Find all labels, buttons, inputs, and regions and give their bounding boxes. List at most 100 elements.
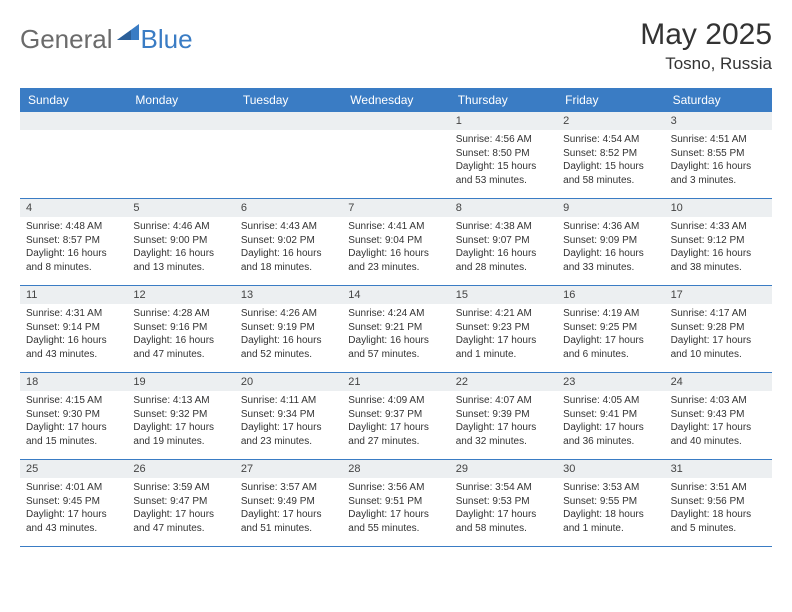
calendar-cell: 27Sunrise: 3:57 AMSunset: 9:49 PMDayligh… (235, 460, 342, 546)
day-detail-line: Sunset: 9:09 PM (563, 234, 658, 248)
calendar-row: 4Sunrise: 4:48 AMSunset: 8:57 PMDaylight… (20, 199, 772, 286)
day-detail-line: Daylight: 16 hours and 57 minutes. (348, 334, 443, 361)
day-number: 7 (342, 199, 449, 217)
calendar: Sunday Monday Tuesday Wednesday Thursday… (20, 88, 772, 547)
day-number: 6 (235, 199, 342, 217)
day-detail-line: Daylight: 16 hours and 23 minutes. (348, 247, 443, 274)
day-detail-line: Sunrise: 4:51 AM (671, 133, 766, 147)
day-details: Sunrise: 4:26 AMSunset: 9:19 PMDaylight:… (235, 304, 342, 367)
day-details: Sunrise: 4:07 AMSunset: 9:39 PMDaylight:… (450, 391, 557, 454)
day-number: 13 (235, 286, 342, 304)
day-detail-line: Sunrise: 3:53 AM (563, 481, 658, 495)
day-detail-line: Sunrise: 4:43 AM (241, 220, 336, 234)
day-detail-line: Sunrise: 4:41 AM (348, 220, 443, 234)
calendar-cell: 2Sunrise: 4:54 AMSunset: 8:52 PMDaylight… (557, 112, 664, 198)
day-detail-line: Sunrise: 4:36 AM (563, 220, 658, 234)
day-number: 15 (450, 286, 557, 304)
day-details: Sunrise: 4:03 AMSunset: 9:43 PMDaylight:… (665, 391, 772, 454)
day-details: Sunrise: 3:54 AMSunset: 9:53 PMDaylight:… (450, 478, 557, 541)
day-number: 28 (342, 460, 449, 478)
day-detail-line: Daylight: 17 hours and 36 minutes. (563, 421, 658, 448)
day-detail-line: Sunset: 9:41 PM (563, 408, 658, 422)
day-detail-line: Sunset: 9:32 PM (133, 408, 228, 422)
day-number: 3 (665, 112, 772, 130)
day-detail-line: Sunrise: 4:56 AM (456, 133, 551, 147)
day-detail-line: Daylight: 17 hours and 58 minutes. (456, 508, 551, 535)
day-number: 27 (235, 460, 342, 478)
calendar-cell: 30Sunrise: 3:53 AMSunset: 9:55 PMDayligh… (557, 460, 664, 546)
day-detail-line: Sunrise: 4:48 AM (26, 220, 121, 234)
calendar-cell: 13Sunrise: 4:26 AMSunset: 9:19 PMDayligh… (235, 286, 342, 372)
day-details: Sunrise: 4:21 AMSunset: 9:23 PMDaylight:… (450, 304, 557, 367)
day-number: 14 (342, 286, 449, 304)
day-detail-line: Sunrise: 4:26 AM (241, 307, 336, 321)
day-detail-line: Daylight: 16 hours and 8 minutes. (26, 247, 121, 274)
day-number: 29 (450, 460, 557, 478)
day-detail-line: Sunset: 9:16 PM (133, 321, 228, 335)
calendar-cell: 26Sunrise: 3:59 AMSunset: 9:47 PMDayligh… (127, 460, 234, 546)
day-detail-line: Daylight: 17 hours and 6 minutes. (563, 334, 658, 361)
day-detail-line: Sunset: 9:56 PM (671, 495, 766, 509)
day-detail-line: Sunset: 8:52 PM (563, 147, 658, 161)
day-details: Sunrise: 4:17 AMSunset: 9:28 PMDaylight:… (665, 304, 772, 367)
day-number: 23 (557, 373, 664, 391)
weekday-header: Sunday (20, 88, 127, 112)
day-detail-line: Sunset: 8:55 PM (671, 147, 766, 161)
calendar-row: 11Sunrise: 4:31 AMSunset: 9:14 PMDayligh… (20, 286, 772, 373)
day-number: 17 (665, 286, 772, 304)
day-detail-line: Daylight: 17 hours and 47 minutes. (133, 508, 228, 535)
calendar-cell: 16Sunrise: 4:19 AMSunset: 9:25 PMDayligh… (557, 286, 664, 372)
calendar-cell: 29Sunrise: 3:54 AMSunset: 9:53 PMDayligh… (450, 460, 557, 546)
day-detail-line: Sunrise: 3:56 AM (348, 481, 443, 495)
calendar-row: 25Sunrise: 4:01 AMSunset: 9:45 PMDayligh… (20, 460, 772, 547)
calendar-cell: 5Sunrise: 4:46 AMSunset: 9:00 PMDaylight… (127, 199, 234, 285)
day-details: Sunrise: 3:53 AMSunset: 9:55 PMDaylight:… (557, 478, 664, 541)
day-detail-line: Daylight: 17 hours and 43 minutes. (26, 508, 121, 535)
calendar-cell: 6Sunrise: 4:43 AMSunset: 9:02 PMDaylight… (235, 199, 342, 285)
header: General Blue May 2025 Tosno, Russia (20, 18, 772, 74)
day-detail-line: Sunset: 9:25 PM (563, 321, 658, 335)
day-detail-line: Daylight: 17 hours and 1 minute. (456, 334, 551, 361)
day-details: Sunrise: 4:56 AMSunset: 8:50 PMDaylight:… (450, 130, 557, 193)
logo-text-blue: Blue (141, 24, 193, 55)
day-detail-line: Daylight: 16 hours and 28 minutes. (456, 247, 551, 274)
day-detail-line: Sunrise: 4:21 AM (456, 307, 551, 321)
day-details: Sunrise: 3:51 AMSunset: 9:56 PMDaylight:… (665, 478, 772, 541)
calendar-cell: 1Sunrise: 4:56 AMSunset: 8:50 PMDaylight… (450, 112, 557, 198)
day-details: Sunrise: 4:48 AMSunset: 8:57 PMDaylight:… (20, 217, 127, 280)
day-detail-line: Sunset: 9:04 PM (348, 234, 443, 248)
day-detail-line: Sunset: 9:55 PM (563, 495, 658, 509)
day-detail-line: Sunrise: 4:31 AM (26, 307, 121, 321)
day-detail-line: Sunset: 9:14 PM (26, 321, 121, 335)
day-details: Sunrise: 4:05 AMSunset: 9:41 PMDaylight:… (557, 391, 664, 454)
day-details: Sunrise: 4:09 AMSunset: 9:37 PMDaylight:… (342, 391, 449, 454)
day-detail-line: Sunset: 9:00 PM (133, 234, 228, 248)
day-detail-line: Daylight: 16 hours and 38 minutes. (671, 247, 766, 274)
day-details: Sunrise: 4:41 AMSunset: 9:04 PMDaylight:… (342, 217, 449, 280)
day-detail-line: Sunset: 9:43 PM (671, 408, 766, 422)
day-details: Sunrise: 4:46 AMSunset: 9:00 PMDaylight:… (127, 217, 234, 280)
day-detail-line: Sunrise: 4:09 AM (348, 394, 443, 408)
day-number (20, 112, 127, 130)
day-detail-line: Sunset: 9:12 PM (671, 234, 766, 248)
day-number: 10 (665, 199, 772, 217)
calendar-cell: 11Sunrise: 4:31 AMSunset: 9:14 PMDayligh… (20, 286, 127, 372)
day-number: 18 (20, 373, 127, 391)
day-number: 24 (665, 373, 772, 391)
calendar-cell (235, 112, 342, 198)
day-detail-line: Sunrise: 3:51 AM (671, 481, 766, 495)
day-number (127, 112, 234, 130)
day-number: 26 (127, 460, 234, 478)
calendar-cell: 23Sunrise: 4:05 AMSunset: 9:41 PMDayligh… (557, 373, 664, 459)
day-detail-line: Sunset: 9:45 PM (26, 495, 121, 509)
day-detail-line: Sunrise: 4:01 AM (26, 481, 121, 495)
day-detail-line: Sunrise: 4:33 AM (671, 220, 766, 234)
calendar-cell: 31Sunrise: 3:51 AMSunset: 9:56 PMDayligh… (665, 460, 772, 546)
day-detail-line: Sunrise: 3:59 AM (133, 481, 228, 495)
month-title: May 2025 (640, 18, 772, 52)
day-detail-line: Sunrise: 4:46 AM (133, 220, 228, 234)
calendar-row: 18Sunrise: 4:15 AMSunset: 9:30 PMDayligh… (20, 373, 772, 460)
day-number: 2 (557, 112, 664, 130)
day-detail-line: Daylight: 16 hours and 3 minutes. (671, 160, 766, 187)
day-detail-line: Daylight: 18 hours and 1 minute. (563, 508, 658, 535)
